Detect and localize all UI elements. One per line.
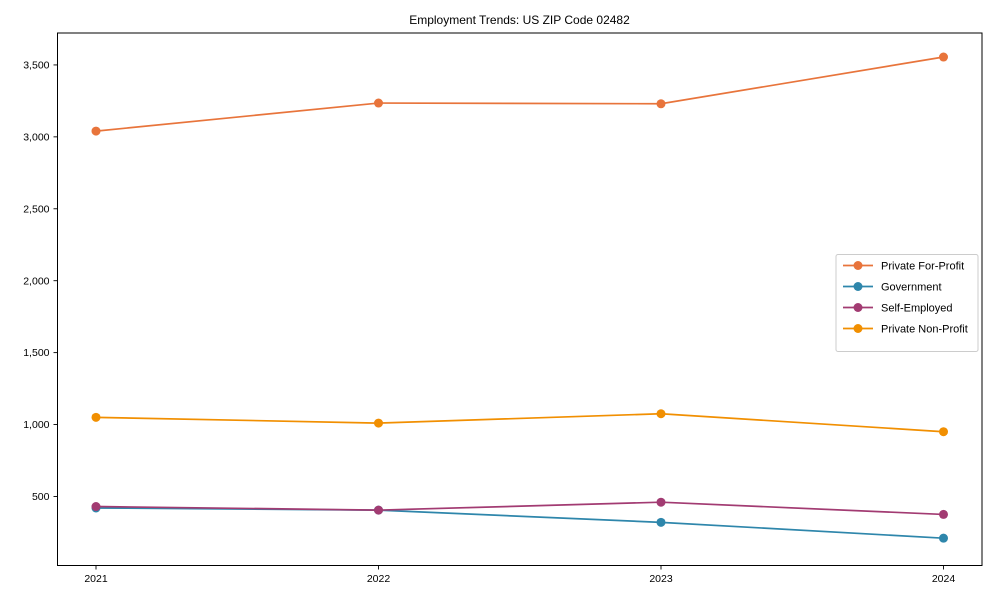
data-point-self-employed — [656, 497, 666, 507]
legend-label: Private Non-Profit — [881, 323, 968, 335]
series-line-private-non-profit — [95, 412, 944, 433]
y-tick-label: 1,500 — [23, 347, 49, 359]
y-tick-label: 3,500 — [23, 60, 49, 72]
data-point-private-non-profit — [374, 418, 383, 428]
x-tick-label: 2021 — [84, 573, 108, 585]
data-point-government — [939, 533, 948, 543]
data-point-self-employed — [939, 509, 948, 519]
series-line-private-for-profit — [95, 56, 944, 132]
series-line-self-employed — [95, 501, 944, 516]
y-tick-label: 2,500 — [23, 203, 49, 215]
data-point-private-for-profit — [939, 52, 948, 62]
legend-label: Government — [881, 281, 942, 293]
data-point-private-for-profit — [656, 99, 666, 109]
y-tick-label: 1,000 — [23, 419, 49, 431]
data-point-private-for-profit — [374, 98, 383, 108]
legend-label: Private For-Profit — [881, 260, 964, 272]
y-tick-label: 3,000 — [23, 131, 49, 143]
data-point-government — [656, 517, 666, 527]
legend-item-private-non-profit: Private Non-Profit — [843, 323, 968, 335]
legend-marker-icon — [853, 303, 863, 312]
legend-marker-icon — [853, 261, 863, 270]
series-line-government — [95, 507, 944, 540]
chart-title: Employment Trends: US ZIP Code 02482 — [409, 13, 630, 27]
x-tick-label: 2023 — [649, 573, 673, 585]
y-tick-label: 2,000 — [23, 275, 49, 287]
legend-label: Self-Employed — [881, 302, 953, 314]
data-point-self-employed — [374, 505, 383, 515]
x-tick-label: 2024 — [932, 573, 956, 585]
data-point-private-non-profit — [939, 427, 948, 437]
legend-marker-icon — [853, 282, 863, 291]
legend-item-government: Government — [843, 281, 942, 293]
plot-border — [57, 32, 983, 566]
legend-item-self-employed: Self-Employed — [843, 302, 953, 314]
data-point-private-for-profit — [91, 126, 101, 136]
legend: Private For-Profit Government Self-Employe… — [835, 254, 979, 352]
legend-item-private-for-profit: Private For-Profit — [843, 260, 964, 272]
y-tick-label: 500 — [32, 491, 50, 503]
data-point-self-employed — [91, 502, 101, 512]
data-point-private-non-profit — [91, 412, 101, 422]
legend-box — [835, 254, 979, 352]
x-tick-label: 2022 — [367, 573, 391, 585]
legend-marker-icon — [853, 324, 863, 333]
data-point-private-non-profit — [656, 409, 666, 419]
